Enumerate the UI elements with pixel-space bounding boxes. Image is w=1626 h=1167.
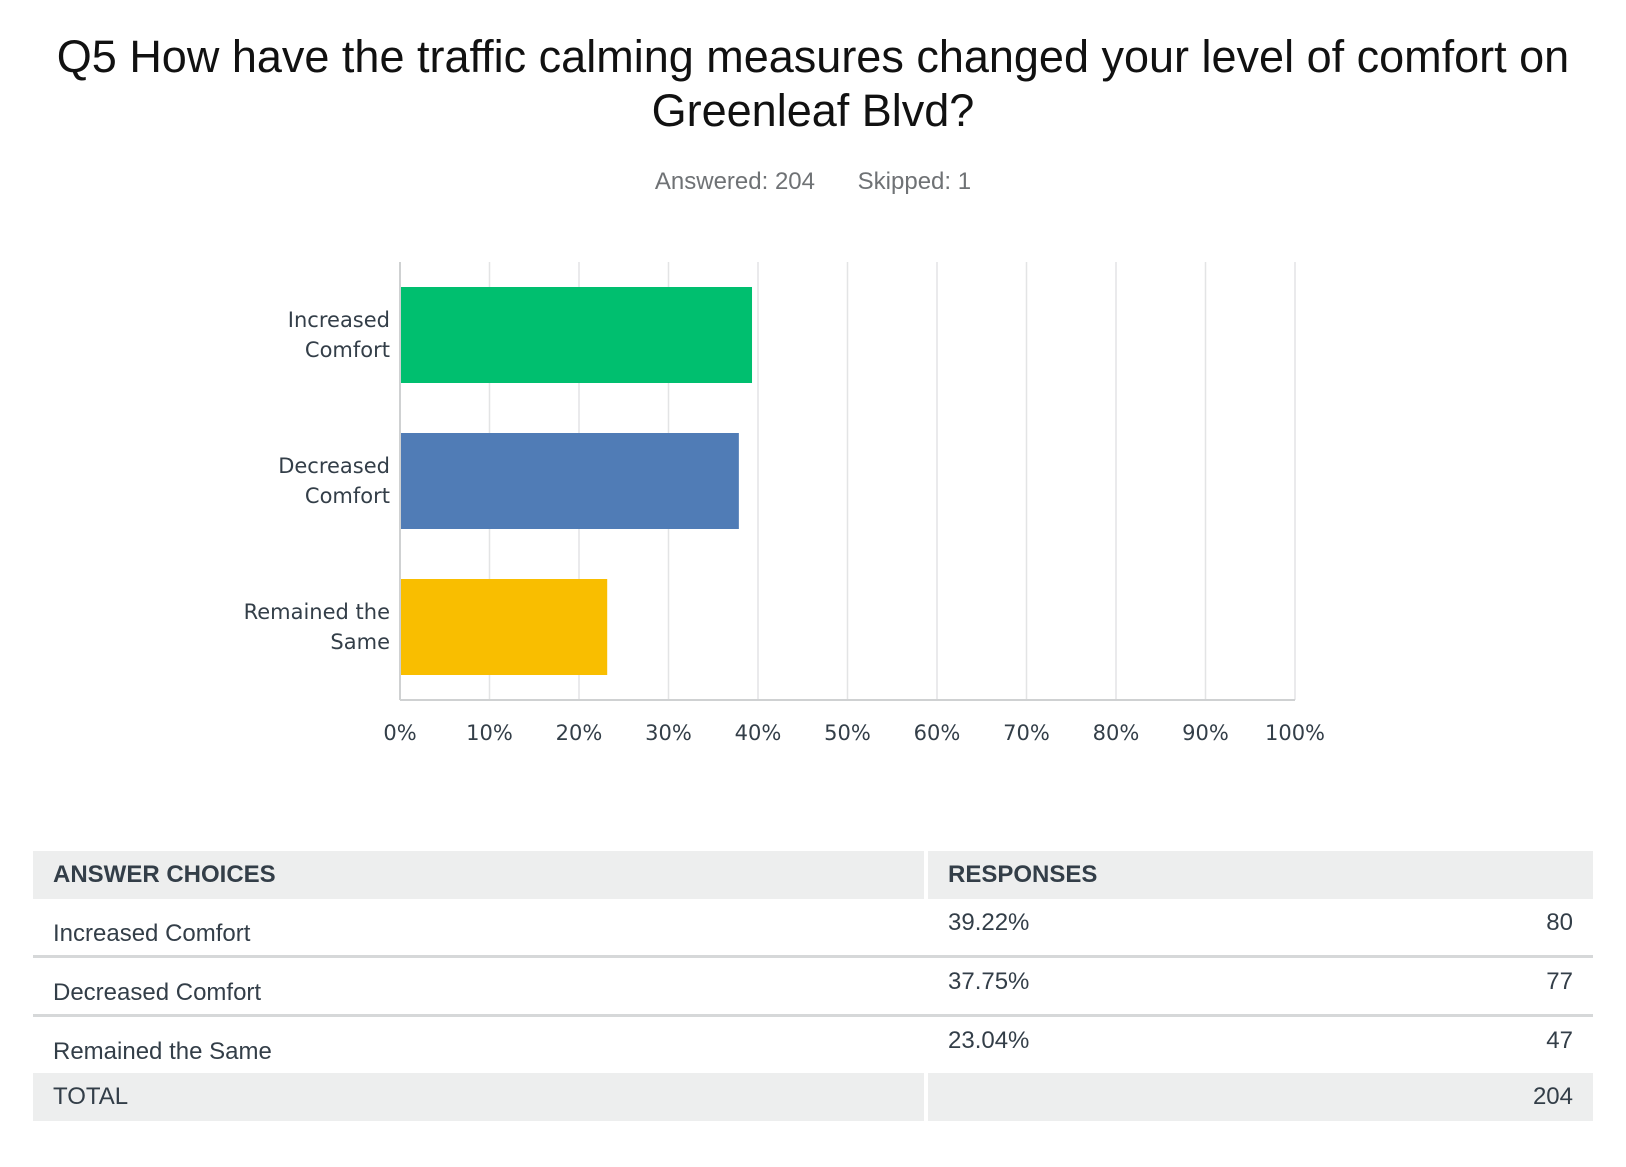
total-label: TOTAL <box>33 1073 928 1121</box>
x-tick-label: 30% <box>645 721 692 745</box>
header-answer-choices: ANSWER CHOICES <box>33 851 928 899</box>
category-label: Same <box>330 630 390 654</box>
question-title: Q5 How have the traffic calming measures… <box>56 31 1570 136</box>
bar <box>401 579 608 675</box>
header-responses: RESPONSES <box>948 861 1098 888</box>
table-row: Remained the Same 23.04% 47 <box>33 1017 1593 1073</box>
response-percent: 23.04% <box>948 1027 1030 1054</box>
x-tick-label: 60% <box>914 721 961 745</box>
choice-label: Remained the Same <box>33 1017 928 1073</box>
x-tick-label: 10% <box>466 721 513 745</box>
response-percent: 37.75% <box>948 968 1030 995</box>
x-tick-label: 80% <box>1093 721 1140 745</box>
x-tick-label: 70% <box>1003 721 1050 745</box>
skipped-count: Skipped: 1 <box>857 168 972 195</box>
category-label: Increased <box>288 308 390 332</box>
x-tick-label: 90% <box>1182 721 1229 745</box>
category-label: Decreased <box>278 454 390 478</box>
response-count: 47 <box>1546 1027 1573 1054</box>
response-count: 80 <box>1546 909 1573 936</box>
x-tick-label: 20% <box>556 721 603 745</box>
category-label: Comfort <box>305 484 390 508</box>
bar <box>401 287 753 383</box>
response-percent: 39.22% <box>948 909 1030 936</box>
bar <box>401 433 739 529</box>
table-row: Decreased Comfort 37.75% 77 <box>33 958 1593 1017</box>
bar-chart: 0% 10% 20% 30% 40% 50% 60% 70% 80% 90% 100% Increas… <box>244 262 1325 745</box>
x-tick-label: 0% <box>383 721 416 745</box>
x-tick-label: 100% <box>1265 721 1325 745</box>
category-label: Comfort <box>305 338 390 362</box>
x-tick-label: 40% <box>735 721 782 745</box>
choice-label: Decreased Comfort <box>33 958 928 1014</box>
table-header: ANSWER CHOICES RESPONSES <box>33 851 1593 899</box>
category-label: Remained the <box>244 600 390 624</box>
answered-count: Answered: 204 <box>654 168 815 195</box>
response-summary: Answered: 204 Skipped: 1 <box>0 168 1626 196</box>
table-row: Increased Comfort 39.22% 80 <box>33 899 1593 958</box>
response-count: 77 <box>1546 968 1573 995</box>
table-total-row: TOTAL 204 <box>33 1073 1593 1121</box>
total-value: 204 <box>1532 1083 1573 1110</box>
x-tick-label: 50% <box>824 721 871 745</box>
choice-label: Increased Comfort <box>33 899 928 955</box>
responses-table: ANSWER CHOICES RESPONSES Increased Comfo… <box>33 851 1593 1121</box>
